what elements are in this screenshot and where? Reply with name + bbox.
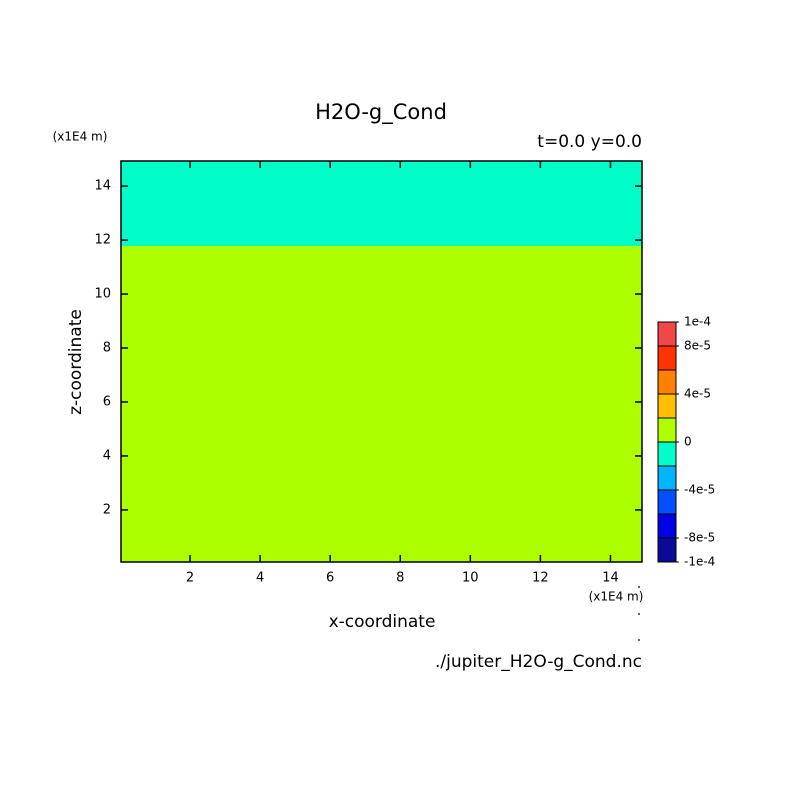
colorbar-label: -8e-5 <box>684 531 715 545</box>
dot <box>638 613 640 615</box>
x-tick-label: 8 <box>396 571 404 586</box>
y-tick-label: 4 <box>103 448 111 463</box>
colorbar-segment <box>657 393 677 419</box>
source-file: ./jupiter_H2O-g_Cond.nc <box>435 652 642 672</box>
y-tick-label: 12 <box>94 233 111 248</box>
colorbar-label: 0 <box>684 435 692 449</box>
contour-region <box>121 246 642 563</box>
x-tick-label: 2 <box>186 571 194 586</box>
colorbar-segment <box>657 513 677 539</box>
y-tick-label: 2 <box>103 502 111 517</box>
colorbar-segment <box>657 345 677 371</box>
colorbar-segment <box>657 321 677 347</box>
colorbar-label: -4e-5 <box>684 483 715 497</box>
colorbar-segment <box>657 441 677 467</box>
x-tick-label: 4 <box>256 571 264 586</box>
y-tick-label: 6 <box>103 394 111 409</box>
colorbar-segment <box>657 537 677 563</box>
colorbar-label: 1e-4 <box>684 315 711 329</box>
x-axis-label: x-coordinate <box>329 612 436 632</box>
colorbar-segment <box>657 369 677 395</box>
x-tick-label: 6 <box>326 571 334 586</box>
x-unit: (x1E4 m) <box>589 590 644 604</box>
colorbar-segment <box>657 489 677 515</box>
colorbar-label: -1e-4 <box>684 555 715 569</box>
x-tick-label: 14 <box>602 571 619 586</box>
x-tick-label: 10 <box>462 571 479 586</box>
plot-area <box>121 161 642 563</box>
colorbar-label: 4e-5 <box>684 387 711 401</box>
contour-region <box>121 161 642 247</box>
colorbar-label: 8e-5 <box>684 339 711 353</box>
y-unit: (x1E4 m) <box>53 130 108 144</box>
y-tick-label: 14 <box>94 179 111 194</box>
y-tick-label: 8 <box>103 341 111 356</box>
y-axis-label: z-coordinate <box>66 309 86 415</box>
chart-title: H2O-g_Cond <box>315 100 447 125</box>
colorbar-segment <box>657 417 677 443</box>
dot <box>638 639 640 641</box>
colorbar-segment <box>657 465 677 491</box>
dot <box>638 586 640 588</box>
subtitle: t=0.0 y=0.0 <box>537 132 642 152</box>
x-tick-label: 12 <box>532 571 549 586</box>
plot-frame <box>120 160 643 563</box>
y-tick-label: 10 <box>94 287 111 302</box>
